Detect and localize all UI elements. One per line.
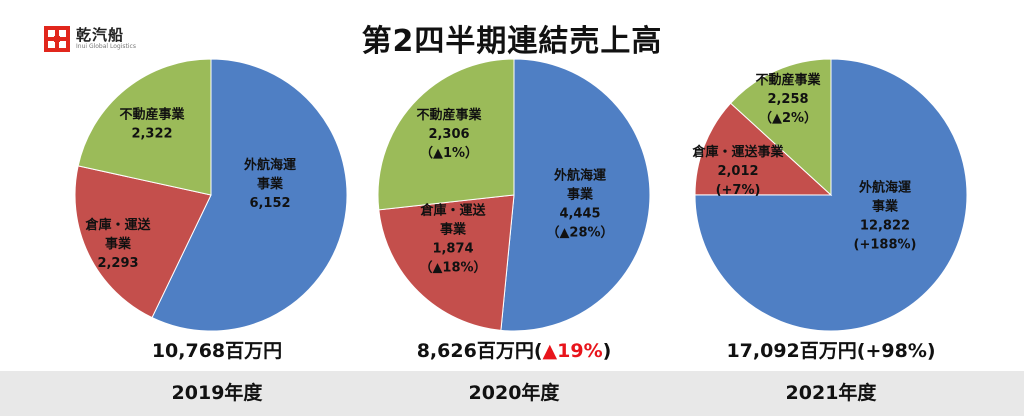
slice-label-line: 6,152 <box>249 196 290 211</box>
pie-slice-2 <box>729 58 832 197</box>
total-value: 17,092 <box>726 340 800 362</box>
slice-label-line: （▲28%） <box>546 225 613 241</box>
year-label-2020: 2020年度 <box>468 382 560 404</box>
slice-label-1: 倉庫・運送事業 2,012 (+7%) <box>691 144 784 198</box>
total-2019: 10,768百万円 <box>152 336 282 363</box>
slice-label-line: 外航海運 <box>243 157 296 173</box>
logo-mark-icon <box>44 26 70 52</box>
total-unit: 百万円 <box>476 340 534 362</box>
year-label-2019: 2019年度 <box>171 382 263 404</box>
slice-label-2: 不動産事業 2,258 （▲2%） <box>755 72 821 126</box>
slice-label-line: 倉庫・運送 <box>84 217 151 233</box>
total-unit: 百万円 <box>799 340 857 362</box>
slice-label-line: (+7%) <box>716 183 761 198</box>
total-2020: 8,626百万円(▲19%) <box>416 340 612 362</box>
slice-label-line: 不動産事業 <box>416 107 482 123</box>
total-unit: 百万円 <box>225 340 283 362</box>
slice-label-line: 外航海運 <box>553 168 606 184</box>
slice-label-line: 事業 <box>440 222 467 238</box>
company-logo: 乾汽船 Inui Global Logistics <box>44 26 136 52</box>
pie-slice-0 <box>500 58 651 332</box>
slice-label-line: 外航海運 <box>858 180 911 196</box>
year-label-2021: 2021年度 <box>785 382 877 404</box>
slice-label-line: 事業 <box>567 187 594 203</box>
pie-slice-1 <box>378 194 515 331</box>
slice-label-2: 不動産事業 2,322 <box>119 107 185 142</box>
slice-label-line: 2,293 <box>97 256 138 271</box>
logo-subtitle: Inui Global Logistics <box>76 43 136 50</box>
slice-label-line: 事業 <box>105 236 132 252</box>
total-value: 10,768 <box>151 340 226 362</box>
slice-label-line: （▲2%） <box>759 110 817 126</box>
slice-label-line: 2,306 <box>428 127 469 142</box>
pie-slice-1 <box>74 165 212 319</box>
slice-label-line: 倉庫・運送事業 <box>691 144 784 160</box>
pie-2020年度: 外航海運事業 4,445 （▲28%）倉庫・運送事業 1,874 （▲18%）不動産事業… <box>377 58 651 332</box>
slice-label-line: （▲1%） <box>420 145 478 161</box>
slice-label-line: 4,445 <box>559 207 600 222</box>
total-change: (+98%) <box>856 340 936 362</box>
pie-slice-1 <box>694 102 833 196</box>
pie-slice-0 <box>151 58 348 332</box>
slice-label-1: 倉庫・運送事業 2,293 <box>84 217 151 271</box>
slice-label-line: 1,874 <box>432 242 473 257</box>
slice-label-line: 12,822 <box>860 219 910 234</box>
slice-label-line: 事業 <box>257 176 284 192</box>
total-change: ▲19% <box>542 340 603 362</box>
slice-label-line: (+188%) <box>854 238 917 253</box>
chart-title: 第2四半期連結売上高 <box>361 24 663 59</box>
year-band <box>0 371 1024 416</box>
slice-label-line: 2,258 <box>767 92 808 107</box>
slice-label-0: 外航海運事業 12,822 (+188%) <box>854 180 917 253</box>
slice-label-1: 倉庫・運送事業 1,874 （▲18%） <box>419 203 486 276</box>
total-value: 8,626 <box>416 340 477 362</box>
pie-slice-2 <box>77 58 212 196</box>
slice-label-line: 不動産事業 <box>755 72 821 88</box>
pie-2021年度: 外航海運事業 12,822 (+188%) 倉庫・運送事業 2,012 (+7%) 不動産事… <box>691 58 968 332</box>
logo-name: 乾汽船 <box>76 26 125 44</box>
slice-label-2: 不動産事業 2,306 （▲1%） <box>416 107 482 161</box>
total-2021: 17,092百万円(+98%) <box>726 336 935 363</box>
slice-label-line: 事業 <box>872 199 899 215</box>
slice-label-0: 外航海運事業 4,445 （▲28%） <box>546 168 613 241</box>
pie-slice-2 <box>377 58 515 211</box>
pie-slice-0 <box>694 58 968 332</box>
slice-label-line: 倉庫・運送 <box>419 203 486 219</box>
slice-label-line: 2,012 <box>717 164 758 179</box>
slice-label-0: 外航海運事業 6,152 <box>243 157 296 211</box>
slice-label-line: （▲18%） <box>419 260 486 276</box>
slice-label-line: 不動産事業 <box>119 107 185 123</box>
slice-label-line: 2,322 <box>131 127 172 142</box>
